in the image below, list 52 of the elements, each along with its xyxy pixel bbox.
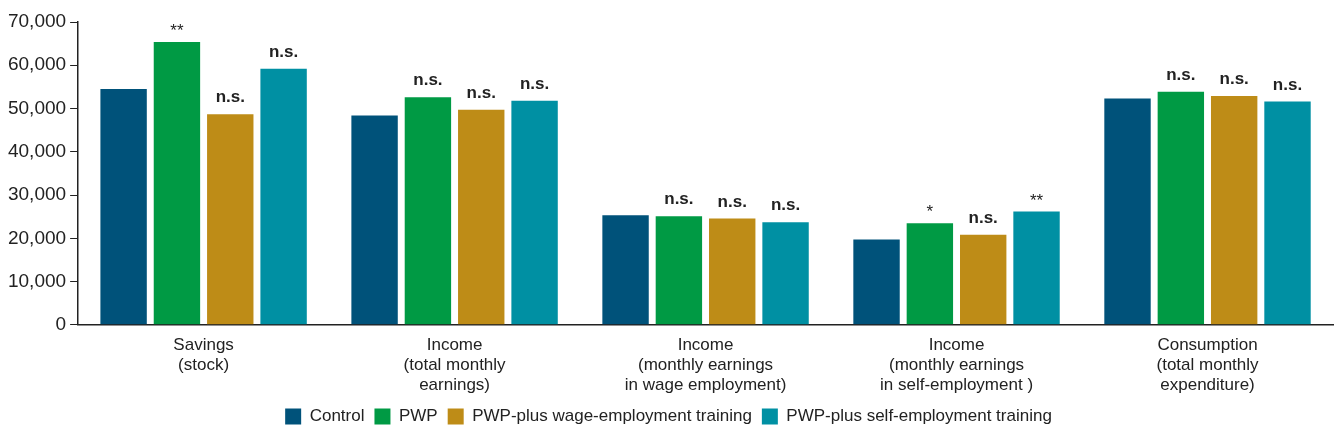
data-label: n.s. (1272, 74, 1303, 94)
x-tick-label: Income (total monthly earnings) (403, 334, 507, 395)
y-tick-label: 60,000 (7, 53, 67, 75)
data-label: n.s. (268, 41, 299, 61)
x-tick-label: Income (monthly earnings in self-employment ) (880, 334, 1034, 395)
y-tick-label: 30,000 (7, 183, 67, 205)
data-label: n.s. (519, 73, 550, 93)
bar (906, 223, 954, 325)
data-label: ** (1029, 190, 1044, 210)
bar (207, 114, 254, 325)
legend-label: PWP-plus self-employment training (786, 406, 1052, 426)
data-label: n.s. (968, 208, 998, 228)
bar (602, 215, 649, 325)
data-label: n.s. (413, 70, 443, 90)
x-tick-label: Savings (stock) (173, 334, 234, 375)
bar (458, 109, 505, 325)
bar (511, 100, 558, 325)
data-label: n.s. (770, 195, 801, 215)
x-tick-label: Income (monthly earnings in wage employment) (624, 334, 787, 395)
legend-label: PWP-plus wage-employment training (472, 406, 752, 426)
y-tick-label: 70,000 (7, 10, 67, 32)
y-tick-label: 10,000 (7, 269, 67, 291)
bar (960, 234, 1007, 325)
bar (762, 222, 809, 325)
y-tick-label: 40,000 (7, 140, 67, 162)
data-label: n.s. (1219, 69, 1249, 89)
bar (351, 115, 398, 325)
bar (1013, 211, 1060, 325)
y-tick-label: 50,000 (7, 96, 67, 118)
bar (260, 68, 307, 325)
data-label: * (926, 202, 934, 222)
bar (1264, 101, 1311, 325)
y-tick-label: 0 (55, 313, 67, 335)
bar (1210, 95, 1258, 325)
bar (1157, 91, 1205, 325)
data-label: n.s. (215, 87, 245, 107)
data-label: n.s. (717, 191, 747, 211)
bar (655, 216, 703, 325)
legend-label: Control (309, 406, 365, 426)
bar (404, 97, 452, 325)
bar (100, 89, 147, 325)
bar (153, 41, 201, 325)
bar (853, 239, 900, 325)
data-label: n.s. (664, 189, 694, 209)
legend-label: PWP (398, 406, 438, 426)
bar (709, 218, 756, 325)
y-tick-label: 20,000 (7, 226, 67, 248)
x-tick-label: Consumption (total monthly expenditure) (1156, 334, 1260, 395)
data-label: ** (170, 21, 184, 41)
bar (1104, 98, 1151, 325)
data-label: n.s. (1166, 64, 1196, 84)
data-label: n.s. (466, 83, 496, 102)
